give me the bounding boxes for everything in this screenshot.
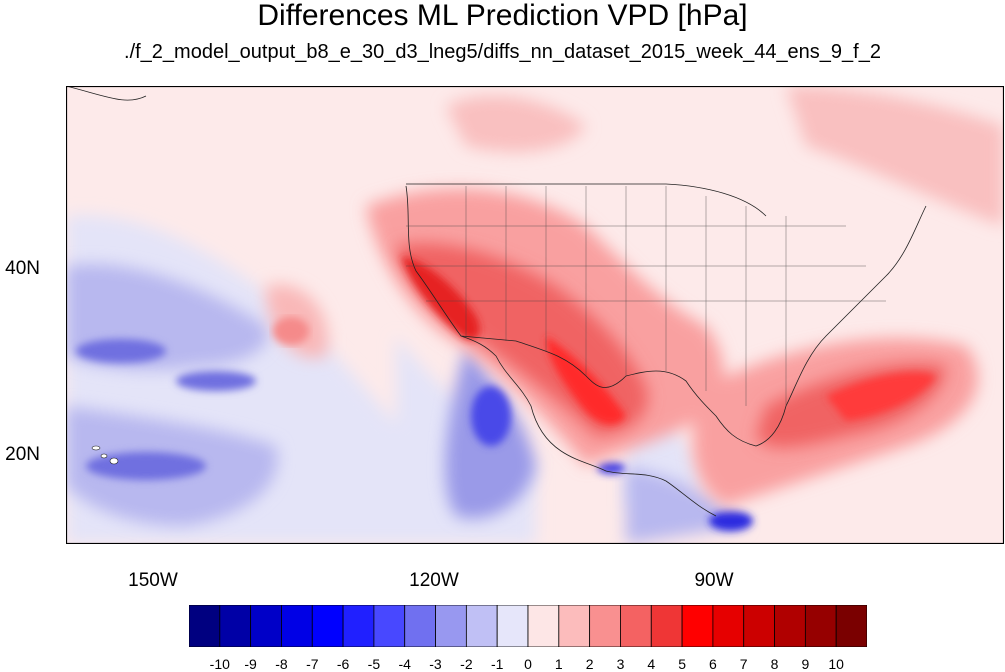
atlantic-coastline <box>785 205 927 407</box>
colorbar-tick-label: 1 <box>554 656 563 672</box>
state-borders <box>406 186 886 406</box>
colorbar-swatch <box>373 605 406 647</box>
colorbar-swatch <box>404 605 436 647</box>
map-frame <box>66 86 1004 544</box>
colorbar-tick-label: 8 <box>770 656 779 672</box>
colorbar-tick-label: -5 <box>367 656 381 672</box>
colorbar-tick-label: -2 <box>460 656 473 672</box>
canada-border <box>406 183 767 217</box>
colorbar-tick-label: 9 <box>801 656 810 672</box>
colorbar-swatch <box>311 605 344 647</box>
colorbar-swatch <box>281 605 313 647</box>
alaska-coastline <box>66 86 147 101</box>
pacific-coastline <box>405 185 717 517</box>
colorbar-swatch <box>620 605 652 647</box>
chart-subtitle: ./f_2_model_output_b8_e_30_d3_lneg5/diff… <box>124 41 881 63</box>
colorbar-swatch <box>650 605 683 647</box>
colorbar-swatch <box>219 605 252 647</box>
colorbar-tick-label: 0 <box>524 656 532 672</box>
colorbar-tick-label: 6 <box>708 656 717 672</box>
colorbar-tick-label: -3 <box>429 656 442 672</box>
colorbar-tick-label: -10 <box>209 656 230 672</box>
colorbar-tick-label: 2 <box>585 656 594 672</box>
colorbar-swatch <box>712 605 745 647</box>
colorbar-swatch <box>589 605 621 647</box>
lat-label-40n: 40N <box>5 258 40 279</box>
lat-label-20n: 20N <box>5 444 40 465</box>
hawaii-islands <box>91 445 119 465</box>
colorbar-tick-label: -8 <box>275 656 288 672</box>
colorbar-tick-label: -4 <box>398 656 411 672</box>
colorbar-tick-label: 5 <box>678 656 686 672</box>
colorbar-tick-label: 3 <box>616 656 625 672</box>
vpd-difference-map <box>66 86 1004 544</box>
colorbar-swatch <box>189 605 221 647</box>
colorbar-swatch <box>250 605 282 647</box>
lon-label-150w: 150W <box>128 570 178 591</box>
colorbar-tick-label: -1 <box>490 656 504 672</box>
colorbar-swatch <box>804 605 837 647</box>
colorbar-tick-label: -9 <box>244 656 257 672</box>
colorbar-swatch <box>835 605 867 647</box>
colorbar-tick-label: -7 <box>306 656 319 672</box>
colorbar-swatch <box>774 605 806 647</box>
chart-title: Differences ML Prediction VPD [hPa] <box>257 0 748 32</box>
colorbar-swatch <box>465 605 498 647</box>
colorbar-swatch <box>558 605 591 647</box>
colorbar-swatch <box>527 605 560 647</box>
colorbar-swatch <box>681 605 714 647</box>
colorbar <box>189 605 867 647</box>
colorbar-swatch <box>342 605 375 647</box>
colorbar-swatch <box>496 605 529 647</box>
gulf-coastline <box>625 370 787 447</box>
colorbar-swatch <box>743 605 775 647</box>
colorbar-tick-label: 4 <box>647 656 656 672</box>
lon-label-90w: 90W <box>694 570 734 591</box>
colorbar-tick-label: 10 <box>828 656 844 672</box>
lon-label-120w: 120W <box>409 570 459 591</box>
colorbar-tick-label: 7 <box>739 656 748 672</box>
colorbar-tick-label: -6 <box>336 656 350 672</box>
colorbar-swatch <box>435 605 467 647</box>
